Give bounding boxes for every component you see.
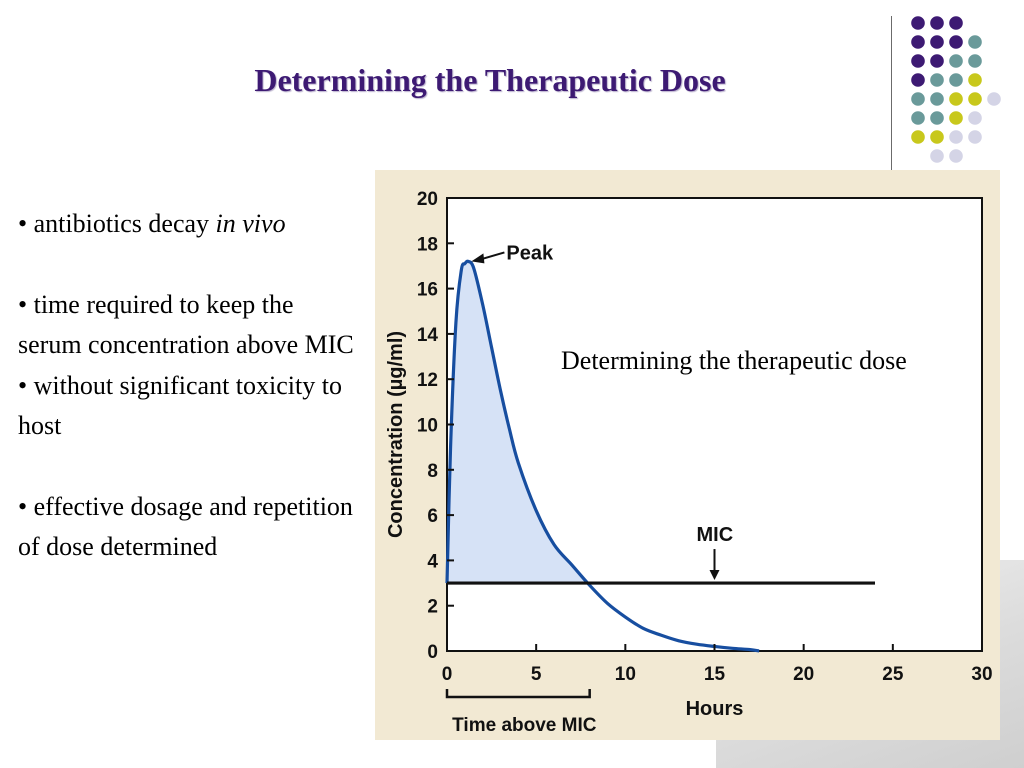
x-tick-label: 15	[704, 664, 726, 685]
bullet-1-italic: in vivo	[215, 209, 286, 238]
x-tick-label: 25	[882, 664, 904, 685]
y-tick-label: 4	[427, 551, 438, 572]
decorative-dot	[949, 111, 963, 125]
concentration-chart: 0 5 10 15 20 25 30 0 2 4 6 8 10 12 14 16 18 20 Peak MIC T…	[385, 189, 993, 736]
y-tick-label: 18	[417, 234, 438, 255]
x-axis-label: Hours	[686, 698, 744, 720]
y-tick-label: 12	[417, 370, 438, 391]
x-tick-label: 10	[615, 664, 636, 685]
decorative-dot	[968, 130, 982, 144]
y-tick-label: 10	[417, 416, 438, 437]
decorative-dot	[930, 16, 944, 30]
decorative-dot-grid	[0, 0, 1024, 170]
decorative-dot	[949, 92, 963, 106]
decorative-dot	[949, 35, 963, 49]
slide-title: Determining the Therapeutic Dose	[254, 62, 726, 98]
decorative-dot	[949, 54, 963, 68]
bullet-time-required: • time required to keep the serum concen…	[18, 289, 354, 360]
decorative-dot	[911, 111, 925, 125]
decorative-dot	[949, 16, 963, 30]
mic-arrowhead	[709, 570, 720, 581]
decorative-dot	[911, 73, 925, 87]
x-tick-label: 20	[793, 664, 814, 685]
y-tick-label: 20	[417, 189, 438, 210]
decorative-dot	[911, 16, 925, 30]
bullet-antibiotics-decay: • antibiotics decay in vivo	[18, 204, 363, 245]
dot-grid-svg	[911, 16, 1001, 163]
time-above-mic-label: Time above MIC	[452, 715, 597, 736]
bullet-spacer	[18, 447, 363, 487]
bullet-effective-dosage: • effective dosage and repetition of dos…	[18, 491, 353, 562]
concentration-curve	[445, 259, 760, 653]
y-tick-label: 8	[427, 461, 438, 482]
decorative-dot	[949, 149, 963, 163]
decorative-dot	[968, 35, 982, 49]
decorative-dot	[930, 35, 944, 49]
bullet-spacer	[18, 245, 363, 285]
bullet-list: • antibiotics decay in vivo • time requi…	[18, 204, 363, 568]
decorative-dot	[911, 92, 925, 106]
decorative-dot	[930, 92, 944, 106]
decorative-dot	[930, 111, 944, 125]
decorative-dot	[930, 73, 944, 87]
x-tick-label: 5	[531, 664, 542, 685]
x-tick-label: 30	[971, 664, 992, 685]
time-above-mic-bracket	[445, 689, 591, 699]
y-tick-label: 6	[427, 506, 438, 527]
y-tick-label: 0	[427, 642, 438, 663]
decorative-dot	[911, 130, 925, 144]
area-above-mic	[447, 261, 588, 584]
decorative-dot	[968, 92, 982, 106]
y-tick-label: 16	[417, 280, 438, 301]
peak-label: Peak	[506, 242, 554, 264]
decorative-dot	[968, 111, 982, 125]
decorative-dot	[987, 92, 1001, 106]
chart-caption: Determining the therapeutic dose	[561, 346, 907, 375]
peak-arrow	[480, 251, 505, 261]
y-axis-label: Concentration (µg/ml)	[385, 331, 407, 538]
decorative-dot	[930, 149, 944, 163]
decorative-dot	[911, 54, 925, 68]
decorative-divider-line	[891, 16, 892, 174]
x-tick-label: 0	[442, 664, 453, 685]
decorative-dot	[930, 130, 944, 144]
peak-arrowhead	[471, 253, 485, 264]
decorative-dot	[968, 73, 982, 87]
y-tick-label: 14	[417, 325, 439, 346]
mic-label: MIC	[697, 524, 734, 546]
bullet-1-text: • antibiotics decay	[18, 209, 216, 238]
chart-panel: 0 5 10 15 20 25 30 0 2 4 6 8 10 12 14 16 18 20 Peak MIC T…	[375, 170, 1000, 740]
y-tick-label: 2	[427, 597, 438, 618]
decorative-dot	[911, 35, 925, 49]
bullet-without-toxicity: • without significant toxicity to host	[18, 370, 342, 441]
decorative-dot	[930, 54, 944, 68]
decorative-dot	[949, 130, 963, 144]
decorative-dot	[949, 73, 963, 87]
decorative-dot	[968, 54, 982, 68]
